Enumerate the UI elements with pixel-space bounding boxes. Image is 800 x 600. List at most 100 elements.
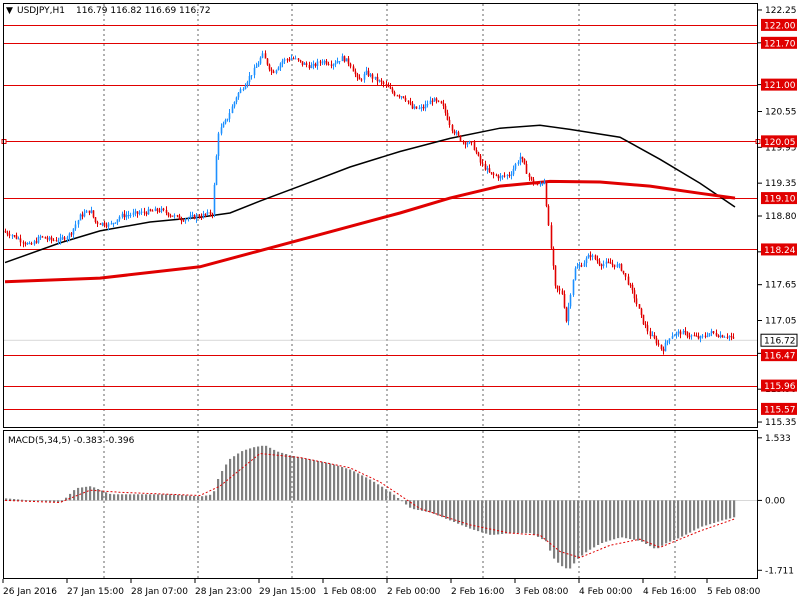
candle-bull [217,133,220,156]
candle-bull [310,65,313,68]
candle-bear [715,333,718,336]
macd-bar [241,451,244,501]
macd-bar [725,500,728,520]
candle-bear [596,259,599,262]
candle-bear [22,242,25,244]
candle-bear [653,335,656,339]
candle-bear [92,210,95,218]
candle-bear [325,60,328,64]
macd-bar [17,499,20,501]
candle-bear [594,255,597,260]
candle-bull [68,233,71,238]
candle-bear [693,335,696,337]
macd-bar [681,500,684,537]
macd-bar [365,477,368,501]
candle-bear [343,56,346,62]
candle-bear [292,58,295,60]
candle-bear [288,59,291,61]
candle-bull [279,63,282,68]
candle-bear [600,264,603,267]
candle-bull [433,98,436,102]
candle-bull [651,335,654,337]
macd-bar [541,500,544,540]
candle-bear [446,112,449,120]
macd-bar [357,473,360,501]
candle-bear [136,211,139,214]
candle-bull [233,102,236,107]
candle-bear [123,213,126,218]
candle-bear [589,255,592,257]
macd-bar [485,500,488,534]
macd-bar [685,500,688,535]
macd-bar [165,494,168,501]
candle-bear [272,71,275,73]
macd-bar [665,500,668,544]
candle-bear [13,235,16,237]
price-tick-label: 119.95 [765,143,797,153]
macd-bar [249,448,252,501]
candle-bull [338,61,341,62]
macd-bar [537,500,540,537]
macd-bar [49,500,52,502]
macd-bar [561,500,564,567]
macd-bar [313,460,316,501]
macd-bar [345,468,348,501]
macd-indicator: 1.533 0.00 -1.711 [4,434,794,576]
macd-bar [585,500,588,553]
level-badge-label: 120.05 [764,138,796,148]
macd-bar [197,496,200,501]
menu-arrow-icon[interactable]: ▼ [6,6,13,16]
candle-bull [708,333,711,337]
macd-bar [633,500,636,540]
candle-bear [19,238,22,243]
candle-bear [598,261,601,265]
macd-bar [185,495,188,501]
macd-bar [333,464,336,501]
candle-bull [664,342,667,352]
macd-bar [577,500,580,559]
candle-bear [393,92,396,96]
candle-bull [17,238,20,240]
candle-bull [173,215,176,217]
time-label: 26 Jan 2016 [3,587,57,597]
candle-bull [283,59,286,61]
macd-bar [513,500,516,534]
macd-bar [321,461,324,501]
candle-bear [380,80,383,82]
candle-bear [165,210,168,213]
candle-bull [543,181,546,184]
candle-bear [376,76,379,82]
candle-bear [354,71,357,75]
macd-bar [289,455,292,501]
candle-bear [402,96,405,98]
macd-bar [501,500,504,534]
macd-bar [261,445,264,501]
macd-bar [657,500,660,549]
candle-bear [686,332,689,337]
candle-bear [182,220,185,222]
candle-bull [668,338,671,341]
candle-bull [374,76,377,79]
candle-bear [717,335,720,337]
candle-bear [470,141,473,143]
macd-bar [257,446,260,501]
price-tick-label: 118.80 [765,212,797,222]
candle-bull [499,176,502,179]
candle-bear [627,276,630,285]
candle-bear [530,177,533,180]
candle-bull [147,209,150,215]
macd-bar [73,490,76,501]
macd-bar [273,449,276,501]
macd-bar [517,500,520,534]
candle-bull [400,96,403,98]
candle-bull [539,184,542,186]
macd-bar [529,500,532,534]
macd-bar [433,500,436,514]
macd-bar [141,494,144,501]
candle-bull [466,143,469,145]
candle-bear [4,230,7,233]
candle-bull [303,63,306,65]
candle-bear [299,60,302,62]
candle-bull [239,89,242,93]
